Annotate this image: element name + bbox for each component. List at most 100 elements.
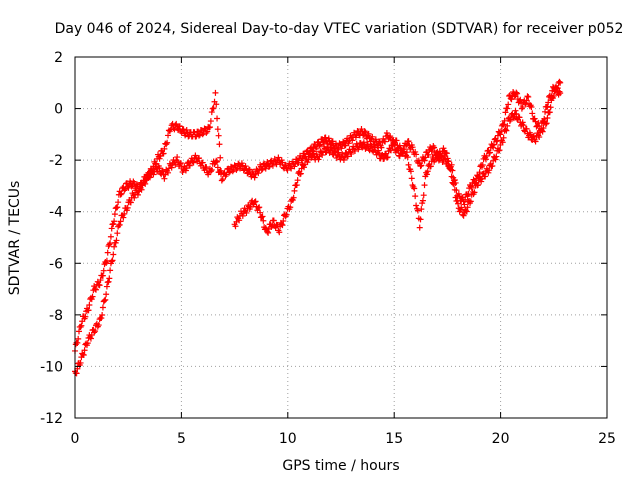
data-point	[287, 204, 294, 211]
data-point	[99, 312, 106, 319]
data-point	[320, 139, 327, 146]
data-point	[107, 267, 114, 274]
data-point	[98, 315, 105, 322]
data-point	[513, 89, 520, 96]
data-point	[375, 147, 382, 154]
data-point	[384, 154, 391, 161]
data-point	[102, 296, 109, 303]
data-point	[145, 174, 152, 181]
data-point	[78, 322, 85, 329]
data-point	[557, 90, 564, 97]
data-point	[310, 150, 317, 157]
data-point	[450, 180, 457, 187]
data-point	[438, 152, 445, 159]
data-point	[470, 176, 477, 183]
data-point	[176, 161, 183, 168]
data-point	[550, 92, 557, 99]
data-point	[85, 307, 92, 314]
data-point	[349, 137, 356, 144]
data-point	[519, 119, 526, 126]
data-point	[402, 153, 409, 160]
data-point	[276, 229, 283, 236]
data-point	[153, 161, 160, 168]
data-point	[358, 126, 365, 133]
data-point	[421, 182, 428, 189]
data-point	[476, 169, 483, 176]
data-point	[482, 156, 489, 163]
data-point	[282, 161, 289, 168]
data-point	[245, 166, 252, 173]
data-point	[95, 322, 102, 329]
grid-lines	[75, 57, 607, 418]
data-point	[529, 110, 536, 117]
data-point	[378, 144, 385, 151]
data-point	[444, 155, 451, 162]
data-point	[524, 93, 531, 100]
data-point	[199, 159, 206, 166]
data-point	[172, 122, 179, 129]
data-point	[388, 147, 395, 154]
data-point	[138, 186, 145, 193]
data-point	[419, 197, 426, 204]
data-point	[75, 328, 82, 335]
data-point	[492, 156, 499, 163]
data-point	[127, 199, 134, 206]
data-point	[393, 137, 400, 144]
data-point	[497, 131, 504, 138]
data-point	[176, 123, 183, 130]
data-point	[536, 134, 543, 141]
data-point	[424, 168, 431, 175]
data-point	[448, 173, 455, 180]
data-point	[146, 173, 153, 180]
data-point	[440, 145, 447, 152]
data-point	[203, 164, 210, 171]
data-point	[270, 217, 277, 224]
data-point	[294, 177, 301, 184]
data-point	[428, 148, 435, 155]
data-point	[259, 213, 266, 220]
data-point	[504, 122, 511, 129]
data-point	[218, 167, 225, 174]
data-point	[348, 150, 355, 157]
data-point	[216, 141, 223, 148]
data-point	[500, 121, 507, 128]
data-point	[213, 157, 220, 164]
data-point	[269, 162, 276, 169]
data-point	[383, 129, 390, 136]
data-point	[251, 199, 258, 206]
data-point	[471, 189, 478, 196]
data-point	[435, 155, 442, 162]
data-point	[232, 223, 239, 230]
data-point	[106, 275, 113, 282]
data-point	[412, 193, 419, 200]
data-point	[265, 229, 272, 236]
data-point	[101, 297, 108, 304]
data-point	[214, 126, 221, 133]
y-tick-label: -6	[49, 256, 63, 272]
data-point	[508, 96, 515, 103]
data-point	[84, 340, 91, 347]
data-point	[262, 165, 269, 172]
data-point	[502, 109, 509, 116]
data-point	[316, 142, 323, 149]
x-tick-label: 5	[177, 431, 186, 447]
data-point	[523, 97, 530, 104]
x-tick-label: 20	[492, 431, 510, 447]
data-point	[360, 139, 367, 146]
data-point	[81, 347, 88, 354]
y-tick-label: -4	[49, 205, 63, 221]
data-point	[168, 164, 175, 171]
data-point	[315, 156, 322, 163]
y-tick-label: 2	[54, 50, 63, 66]
data-point	[196, 155, 203, 162]
data-point	[164, 139, 171, 146]
data-point	[460, 212, 467, 219]
data-point	[117, 191, 124, 198]
data-point	[75, 335, 82, 342]
data-point	[239, 212, 246, 219]
data-point	[505, 101, 512, 108]
data-point	[288, 165, 295, 172]
data-point	[479, 161, 486, 168]
data-point	[431, 144, 438, 151]
